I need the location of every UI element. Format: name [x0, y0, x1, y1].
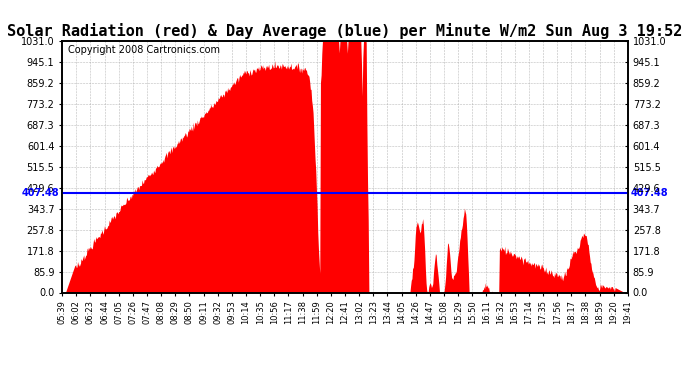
- Text: 407.48: 407.48: [631, 188, 669, 198]
- Text: 407.48: 407.48: [21, 188, 59, 198]
- Text: Copyright 2008 Cartronics.com: Copyright 2008 Cartronics.com: [68, 45, 219, 55]
- Title: Solar Radiation (red) & Day Average (blue) per Minute W/m2 Sun Aug 3 19:52: Solar Radiation (red) & Day Average (blu…: [8, 23, 682, 39]
